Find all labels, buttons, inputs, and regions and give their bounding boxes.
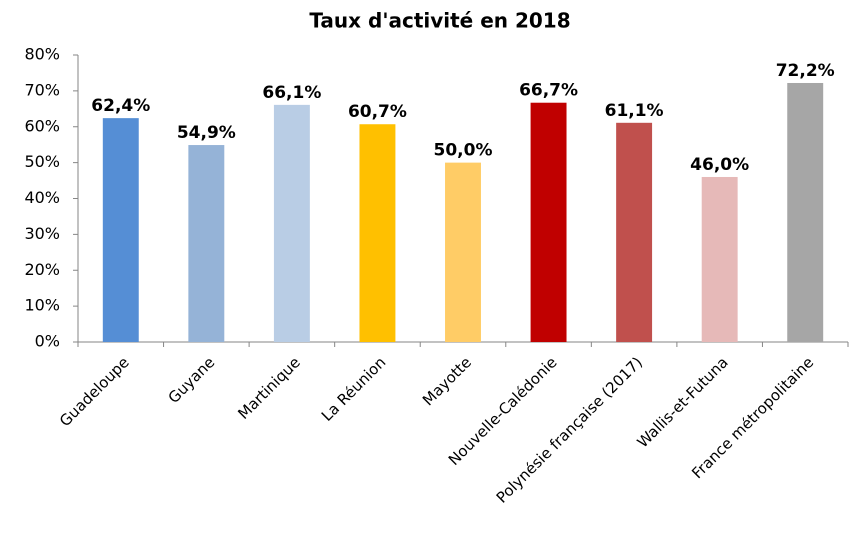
- chart-title: Taux d'activité en 2018: [309, 9, 570, 33]
- data-label: 50,0%: [434, 141, 493, 161]
- bar: [188, 145, 225, 342]
- data-label: 54,9%: [177, 123, 236, 143]
- x-tick-label: La Réunion: [318, 353, 390, 425]
- y-tick-label: 80%: [24, 45, 60, 64]
- data-label: 66,7%: [519, 81, 578, 101]
- x-tick-label: Martinique: [234, 353, 303, 422]
- x-tick-label: Wallis-et-Futuna: [634, 353, 732, 451]
- y-tick-label: 30%: [24, 224, 60, 243]
- bar: [445, 162, 481, 342]
- y-tick-label: 70%: [24, 80, 60, 99]
- y-tick-label: 50%: [24, 152, 60, 171]
- data-label: 62,4%: [91, 96, 150, 116]
- bar: [102, 118, 139, 342]
- y-tick-label: 60%: [24, 116, 60, 135]
- y-tick-label: 20%: [24, 260, 60, 279]
- x-tick-label: Guadeloupe: [56, 353, 133, 430]
- x-tick-label: Mayotte: [419, 353, 475, 409]
- data-label: 60,7%: [348, 102, 407, 122]
- data-label: 46,0%: [690, 155, 749, 175]
- y-tick-label: 40%: [24, 188, 60, 207]
- bar: [359, 124, 396, 343]
- bar: [530, 102, 567, 343]
- bar: [787, 82, 824, 343]
- bar: [616, 122, 653, 343]
- data-label: 61,1%: [605, 101, 664, 121]
- x-tick-label: Guyane: [165, 353, 219, 407]
- y-tick-label: 10%: [24, 296, 60, 315]
- x-tick-label: Polynésie française (2017): [493, 353, 646, 506]
- data-label: 72,2%: [776, 61, 835, 81]
- y-tick-label: 0%: [35, 332, 60, 351]
- data-label: 66,1%: [262, 83, 321, 103]
- bar: [701, 176, 738, 342]
- bar: [273, 104, 310, 343]
